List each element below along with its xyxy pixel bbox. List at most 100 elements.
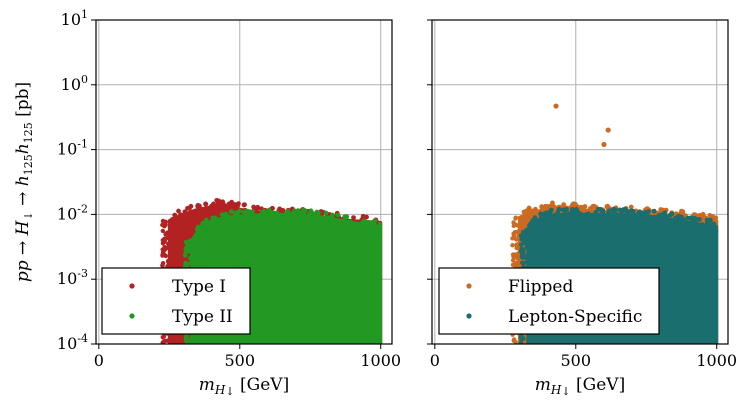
panel-left: 0 500 1000 10-4 10-3 10-2 10-1 100 101 Type I T… bbox=[57, 8, 401, 370]
scatter-point bbox=[585, 218, 591, 224]
scatter-point bbox=[268, 210, 274, 215]
scatter-point bbox=[550, 221, 556, 227]
scatter-point bbox=[247, 210, 253, 216]
scatter-point bbox=[569, 209, 575, 215]
scatter-point bbox=[239, 216, 245, 222]
scatter-point bbox=[611, 206, 617, 212]
scatter-point bbox=[521, 209, 527, 215]
scatter-point bbox=[678, 218, 683, 224]
outlier-point bbox=[601, 141, 607, 148]
scatter-point bbox=[200, 234, 205, 240]
legend-label-lepton-specific: Lepton-Specific bbox=[508, 307, 642, 327]
legend-marker-type-ii bbox=[129, 313, 135, 319]
scatter-point bbox=[655, 214, 661, 219]
scatter-point bbox=[193, 233, 199, 238]
scatter-point bbox=[259, 217, 264, 223]
scatter-point bbox=[189, 214, 195, 220]
scatter-point bbox=[547, 203, 553, 209]
scatter-point bbox=[637, 209, 643, 215]
scatter-point bbox=[286, 211, 291, 216]
scatter-point bbox=[511, 233, 517, 238]
scatter-point bbox=[195, 224, 201, 230]
scatter-point bbox=[513, 263, 518, 268]
scatter-point bbox=[251, 214, 257, 220]
scatter-point bbox=[331, 222, 337, 228]
scatter-point bbox=[308, 224, 314, 229]
scatter-point bbox=[188, 255, 194, 260]
scatter-point bbox=[160, 263, 165, 268]
scatter-point bbox=[176, 208, 181, 214]
scatter-point bbox=[235, 217, 241, 223]
scatter-point bbox=[687, 228, 693, 234]
scatter-point bbox=[286, 218, 292, 224]
scatter-point bbox=[275, 221, 281, 227]
scatter-point bbox=[574, 210, 580, 216]
scatter-point bbox=[625, 209, 631, 215]
scatter-point bbox=[290, 211, 295, 217]
scatter-point bbox=[673, 223, 678, 228]
scatter-point bbox=[710, 221, 716, 227]
scatter-point bbox=[630, 218, 636, 224]
scatter-point bbox=[308, 217, 314, 222]
scatter-point bbox=[663, 223, 668, 229]
scatter-point bbox=[591, 203, 597, 209]
scatter-point bbox=[318, 223, 324, 229]
scatter-point bbox=[582, 204, 588, 209]
outlier-point bbox=[605, 127, 611, 133]
legend-marker-flipped bbox=[466, 283, 472, 289]
scatter-point bbox=[188, 203, 194, 209]
scatter-point bbox=[651, 208, 657, 214]
scatter-point bbox=[203, 201, 208, 207]
scatter-point bbox=[687, 222, 693, 228]
scatter-point bbox=[523, 240, 529, 246]
outlier-point bbox=[553, 103, 559, 109]
scatter-point bbox=[273, 212, 279, 217]
legend-marker-lepton-specific bbox=[466, 313, 472, 319]
legend-left: Type I Type II bbox=[101, 267, 251, 335]
scatter-point bbox=[183, 249, 189, 255]
scatter-point bbox=[513, 340, 518, 344]
y-tick-label: 10-3 bbox=[57, 267, 88, 288]
scatter-point bbox=[197, 203, 202, 209]
scatter-point bbox=[277, 206, 283, 212]
scatter-point bbox=[317, 219, 322, 225]
x-ticks-right: 0 500 1000 bbox=[430, 344, 737, 370]
scatter-point bbox=[266, 219, 271, 225]
scatter-point bbox=[172, 212, 178, 218]
scatter-point bbox=[521, 336, 526, 341]
scatter-point bbox=[692, 215, 698, 221]
scatter-point bbox=[184, 261, 189, 267]
scatter-point bbox=[356, 231, 361, 237]
scatter-point bbox=[532, 209, 538, 214]
x-tick-label: 1000 bbox=[360, 351, 401, 370]
scatter-point bbox=[618, 217, 623, 223]
scatter-point bbox=[556, 206, 562, 212]
scatter-point bbox=[304, 222, 310, 228]
scatter-point bbox=[204, 223, 210, 229]
scatter-point bbox=[556, 216, 562, 222]
scatter-point bbox=[160, 238, 166, 243]
scatter-point bbox=[322, 218, 328, 224]
scatter-point bbox=[522, 260, 527, 266]
scatter-point bbox=[187, 261, 192, 266]
scatter-point bbox=[261, 208, 267, 214]
scatter-point bbox=[204, 217, 209, 223]
scatter-point bbox=[518, 339, 524, 344]
scatter-point bbox=[580, 218, 585, 223]
scatter-point bbox=[680, 221, 686, 227]
y-tick-label: 10-2 bbox=[57, 202, 88, 223]
scatter-point bbox=[168, 222, 173, 227]
scatter-point bbox=[582, 212, 588, 218]
scatter-point bbox=[348, 223, 354, 229]
scatter-point bbox=[227, 201, 233, 207]
scatter-point bbox=[519, 253, 525, 259]
scatter-point bbox=[215, 199, 221, 205]
y-tick-label: 101 bbox=[61, 8, 88, 29]
scatter-point bbox=[700, 222, 705, 227]
scatter-point bbox=[677, 215, 683, 221]
scatter-point bbox=[652, 218, 658, 224]
scatter-point bbox=[178, 212, 184, 218]
scatter-point bbox=[345, 219, 351, 225]
scatter-point bbox=[544, 214, 550, 219]
legend-marker-type-i bbox=[129, 283, 135, 289]
